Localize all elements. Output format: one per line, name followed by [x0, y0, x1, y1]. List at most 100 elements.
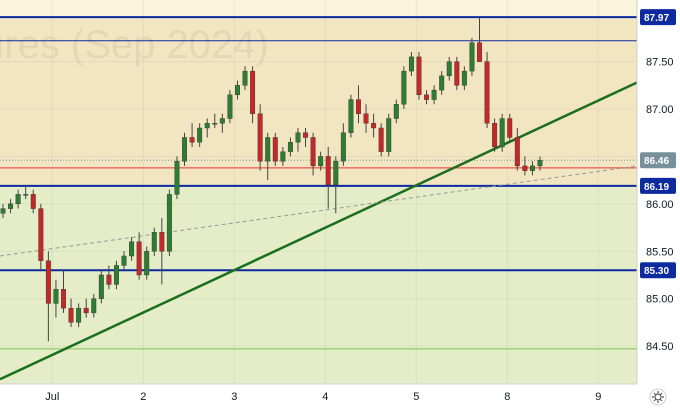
candle[interactable]: [348, 94, 354, 138]
settings-gear-icon[interactable]: [649, 388, 667, 406]
trend-line[interactable]: [0, 81, 638, 381]
candle[interactable]: [454, 56, 460, 91]
candle-body: [166, 194, 172, 252]
candle[interactable]: [189, 123, 195, 147]
candle[interactable]: [461, 66, 467, 91]
candle[interactable]: [424, 90, 430, 105]
candle[interactable]: [303, 128, 309, 147]
candle[interactable]: [401, 66, 407, 110]
chart-grid: [0, 0, 637, 384]
candle[interactable]: [318, 151, 324, 171]
candle[interactable]: [499, 113, 505, 152]
candle[interactable]: [38, 203, 44, 271]
candle[interactable]: [386, 113, 392, 157]
candle[interactable]: [219, 113, 225, 133]
candle[interactable]: [363, 104, 369, 133]
candle[interactable]: [287, 137, 293, 157]
candle[interactable]: [61, 270, 66, 313]
candle[interactable]: [492, 118, 498, 152]
candle[interactable]: [250, 66, 256, 124]
candle[interactable]: [8, 199, 14, 214]
candle-body: [280, 151, 286, 162]
candle[interactable]: [144, 246, 150, 280]
price-zone-bands: [0, 0, 637, 384]
candle[interactable]: [106, 265, 112, 290]
candle[interactable]: [98, 270, 104, 304]
candle[interactable]: [0, 203, 6, 219]
candle[interactable]: [166, 189, 172, 256]
candle[interactable]: [129, 237, 135, 261]
candle[interactable]: [91, 293, 97, 318]
price-badge-label: 86.46: [644, 156, 669, 167]
candle[interactable]: [242, 66, 248, 91]
candle[interactable]: [446, 56, 452, 81]
candle[interactable]: [514, 128, 520, 171]
candle-body: [325, 156, 331, 186]
price-badge-box: [640, 262, 676, 279]
candle[interactable]: [234, 80, 240, 100]
candle[interactable]: [76, 303, 82, 328]
candle[interactable]: [469, 37, 475, 76]
candle[interactable]: [151, 227, 157, 256]
candle[interactable]: [295, 128, 301, 152]
candle-body: [76, 307, 82, 323]
candle[interactable]: [182, 132, 187, 166]
candle-body: [15, 194, 21, 205]
candle[interactable]: [136, 232, 142, 280]
candle[interactable]: [439, 71, 445, 95]
candle[interactable]: [431, 85, 437, 105]
candle[interactable]: [113, 260, 119, 290]
candle-body: [174, 160, 180, 195]
candle[interactable]: [265, 132, 271, 181]
candle[interactable]: [333, 156, 339, 214]
candle[interactable]: [393, 99, 399, 124]
candle[interactable]: [522, 156, 528, 176]
candle[interactable]: [378, 123, 384, 157]
candle[interactable]: [408, 52, 414, 76]
candle[interactable]: [257, 104, 263, 171]
candle[interactable]: [15, 189, 21, 209]
candle[interactable]: [30, 189, 36, 214]
candle[interactable]: [68, 298, 74, 328]
dashed-trend-line[interactable]: [0, 165, 638, 257]
candle-body: [219, 118, 225, 124]
candle[interactable]: [197, 123, 203, 147]
candle[interactable]: [416, 52, 422, 100]
x-tick-label: 9: [595, 391, 601, 403]
candle[interactable]: [507, 113, 513, 143]
candle[interactable]: [83, 298, 89, 318]
candle[interactable]: [272, 132, 278, 166]
candle[interactable]: [484, 52, 490, 128]
candle[interactable]: [280, 146, 286, 166]
candle[interactable]: [371, 113, 377, 138]
candle[interactable]: [212, 113, 218, 128]
candle-body: [363, 113, 369, 124]
candle[interactable]: [310, 132, 316, 176]
candle[interactable]: [45, 251, 51, 342]
candle-body: [113, 265, 119, 285]
time-axis[interactable]: Jul 2 3 4 5 8 9: [45, 391, 601, 403]
candle-body: [424, 94, 430, 100]
candle[interactable]: [53, 279, 59, 318]
candle-body: [318, 156, 324, 167]
candle[interactable]: [537, 156, 543, 171]
candlestick-series[interactable]: [0, 17, 543, 342]
candle-body: [295, 132, 301, 143]
time-axis-background: [0, 384, 680, 410]
candle[interactable]: [529, 161, 535, 176]
candle-body: [386, 118, 392, 152]
candle[interactable]: [23, 184, 29, 200]
candle-body: [23, 194, 29, 196]
candle[interactable]: [227, 90, 233, 124]
x-tick-label: 5: [413, 391, 419, 403]
candle[interactable]: [340, 123, 346, 166]
candle[interactable]: [356, 85, 361, 124]
candle[interactable]: [174, 156, 180, 200]
candle[interactable]: [159, 218, 165, 285]
candle[interactable]: [477, 17, 482, 62]
candle[interactable]: [325, 146, 331, 209]
candle[interactable]: [204, 118, 210, 138]
candle-body: [333, 160, 339, 186]
candle[interactable]: [121, 251, 127, 271]
